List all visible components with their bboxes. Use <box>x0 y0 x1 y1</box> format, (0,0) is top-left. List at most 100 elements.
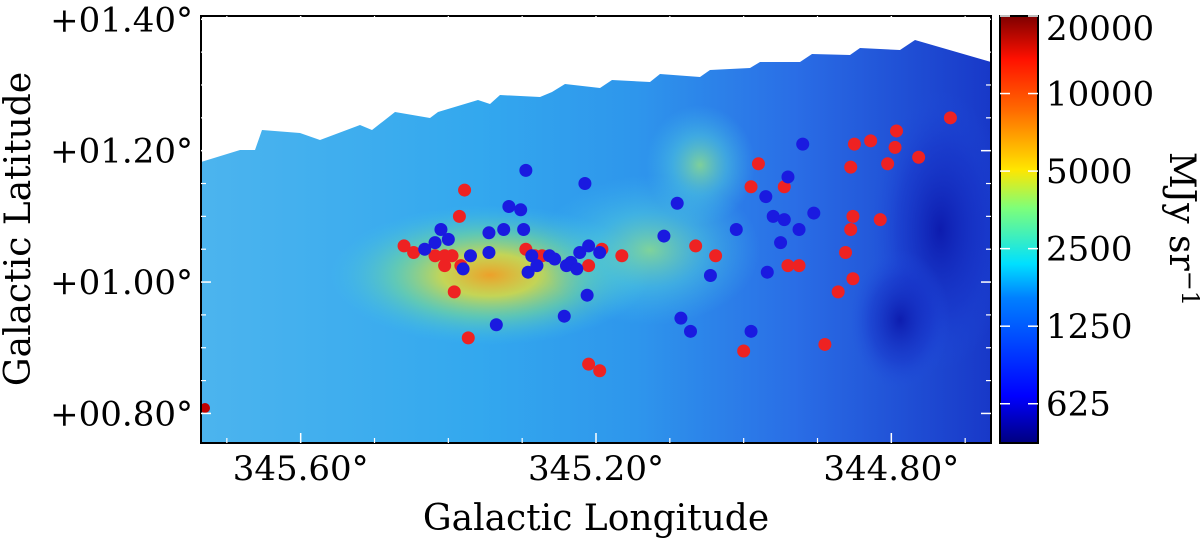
data-point <box>458 183 472 197</box>
colorbar <box>999 15 1039 444</box>
data-point <box>864 134 878 148</box>
data-point <box>517 223 531 236</box>
data-point <box>441 232 455 246</box>
data-point <box>582 239 596 253</box>
data-point <box>570 262 584 276</box>
y-tick-label: +00.80° <box>50 394 193 434</box>
data-point <box>943 111 957 125</box>
data-point <box>684 324 698 338</box>
y-tick-label: +01.00° <box>50 263 193 303</box>
data-point <box>846 209 860 223</box>
x-axis-label: Galactic Longitude <box>423 498 769 539</box>
data-point <box>434 223 448 236</box>
data-point <box>482 245 496 259</box>
data-point <box>670 196 684 210</box>
colorbar-tick-label: 625 <box>1046 385 1111 425</box>
data-point <box>463 249 477 263</box>
data-point <box>461 331 475 345</box>
data-point <box>847 137 861 151</box>
data-point <box>657 229 671 243</box>
data-point <box>703 268 717 282</box>
colorbar-tick-label: 5000 <box>1046 152 1133 192</box>
data-point <box>578 177 592 191</box>
data-point <box>674 311 688 325</box>
data-point <box>445 249 459 263</box>
data-point <box>615 249 629 263</box>
data-point <box>844 223 858 236</box>
data-point <box>418 242 432 256</box>
data-point <box>482 226 496 240</box>
data-point <box>580 288 594 302</box>
data-point <box>407 245 421 259</box>
data-point <box>760 265 774 279</box>
data-point <box>774 236 788 250</box>
data-point <box>751 157 765 171</box>
data-point <box>514 203 528 217</box>
data-point <box>593 245 607 259</box>
data-point <box>428 236 442 250</box>
data-point <box>489 318 503 332</box>
y-axis-label: Galactic Latitude <box>0 72 39 386</box>
data-point <box>744 324 758 338</box>
data-point <box>807 206 821 220</box>
data-point <box>548 252 562 266</box>
data-point <box>831 285 845 299</box>
data-point <box>792 259 806 273</box>
colorbar-tick-label: 20000 <box>1046 9 1154 49</box>
y-tick-label: +01.20° <box>50 132 193 172</box>
data-point <box>889 124 903 138</box>
data-point <box>777 180 791 194</box>
colorbar-tick-label: 10000 <box>1046 75 1154 115</box>
colorbar-tick-label: 1250 <box>1046 307 1133 347</box>
data-point <box>530 259 544 273</box>
data-point <box>428 249 442 263</box>
data-point <box>792 223 806 236</box>
data-point <box>582 357 596 371</box>
data-point <box>912 150 926 164</box>
series-blue-sources <box>418 137 821 338</box>
data-point <box>502 200 516 214</box>
x-tick-label: 345.20° <box>528 449 664 489</box>
data-point <box>438 259 452 273</box>
data-point <box>573 245 587 259</box>
data-point <box>881 157 895 171</box>
colorbar-ticks: 20000 10000 5000 2500 1250 625 <box>1000 9 1154 425</box>
y-axis: +01.40° +01.20° +01.00° +00.80° <box>50 0 991 434</box>
data-point <box>781 170 795 184</box>
data-point <box>689 239 703 253</box>
data-point <box>777 213 791 227</box>
intensity-map <box>201 40 991 443</box>
colorbar-label: MJy sr−1 <box>1161 152 1200 306</box>
x-tick-label: 345.60° <box>233 449 369 489</box>
y-tick-label: +01.40° <box>50 0 193 40</box>
data-point <box>729 223 743 236</box>
data-point <box>557 309 571 323</box>
data-point <box>525 249 539 263</box>
colorbar-tick-label: 2500 <box>1046 230 1133 270</box>
data-point <box>846 272 860 286</box>
data-point <box>796 137 810 151</box>
data-point <box>818 337 832 351</box>
scatter-points <box>397 111 957 378</box>
data-point <box>873 213 887 227</box>
data-point <box>759 190 773 204</box>
x-axis: 345.60° 345.20° 344.80° <box>226 16 966 489</box>
data-point <box>521 265 535 279</box>
data-point <box>781 259 795 273</box>
data-point <box>519 163 533 177</box>
data-point <box>844 160 858 174</box>
data-point <box>452 209 466 223</box>
data-point <box>744 180 758 194</box>
data-point <box>497 223 511 236</box>
data-point <box>737 344 751 358</box>
data-point <box>766 209 780 223</box>
data-point <box>888 140 902 154</box>
data-point <box>582 259 596 273</box>
data-point <box>593 364 607 378</box>
data-point <box>456 262 470 276</box>
x-tick-label: 344.80° <box>823 449 959 489</box>
data-point <box>397 239 411 253</box>
data-point <box>447 285 461 299</box>
data-point <box>839 245 853 259</box>
